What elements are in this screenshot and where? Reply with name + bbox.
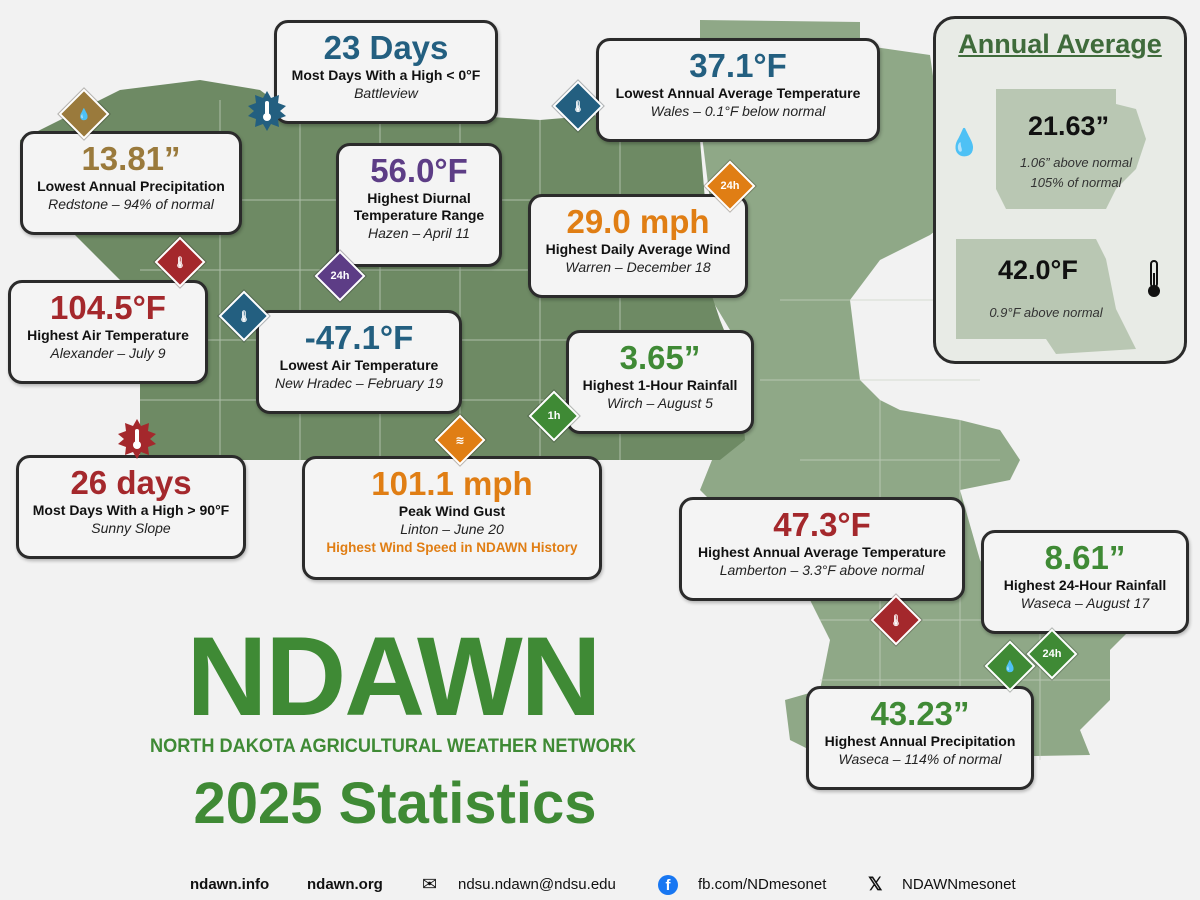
lowest-annual-avg-station: Wales – 0.1°F below normal — [650, 103, 826, 119]
card-daily-wind: 29.0 mph Highest Daily Average Wind Warr… — [528, 194, 748, 298]
lowest-air-station: New Hradec – February 19 — [274, 375, 444, 391]
diurnal-range-station: Hazen – April 11 — [368, 225, 470, 241]
ndawn-wordmark: NDAWN — [186, 620, 599, 739]
facebook-icon: f — [658, 875, 678, 895]
lowest-air-value: -47.1°F — [304, 319, 414, 356]
rain-24h-value: 8.61” — [1044, 539, 1126, 576]
diurnal-range-value: 56.0°F — [370, 152, 468, 189]
diurnal-range-label-2: Temperature Range — [353, 207, 485, 223]
card-days-above-90: 26 days Most Days With a High > 90°F Sun… — [16, 455, 246, 559]
card-lowest-air: -47.1°F Lowest Air Temperature New Hrade… — [256, 310, 462, 414]
card-highest-precip: 43.23” Highest Annual Precipitation Wase… — [806, 686, 1034, 790]
annual-temp-above: 0.9°F above normal — [989, 305, 1103, 320]
highest-air-station: Alexander – July 9 — [50, 345, 166, 361]
highest-precip-value: 43.23” — [870, 695, 970, 732]
mail-icon: ✉ — [422, 874, 438, 894]
lowest-precip-station: Redstone – 94% of normal — [48, 196, 214, 212]
card-diurnal-range: 56.0°F Highest Diurnal Temperature Range… — [336, 143, 502, 267]
daily-wind-value: 29.0 mph — [566, 203, 710, 240]
diurnal-range-label-1: Highest Diurnal — [367, 190, 471, 206]
lowest-air-label: Lowest Air Temperature — [279, 357, 439, 373]
highest-annual-avg-station: Lamberton – 3.3°F above normal — [719, 562, 925, 578]
card-rain-24h: 8.61” Highest 24-Hour Rainfall Waseca – … — [981, 530, 1189, 634]
card-hour-rain: 3.65” Highest 1-Hour Rainfall Wirch – Au… — [566, 330, 754, 434]
highest-precip-label: Highest Annual Precipitation — [824, 733, 1016, 749]
annual-precip-above: 1.06” above normal — [1019, 155, 1132, 170]
footer-facebook[interactable]: fb.com/NDmesonet — [698, 876, 827, 893]
footer-x[interactable]: NDAWNmesonet — [902, 876, 1016, 893]
annual-precip-percent: 105% of normal — [1030, 175, 1122, 190]
cold-thermometer-icon — [246, 90, 288, 132]
highest-air-label: Highest Air Temperature — [27, 327, 189, 343]
hot-days-thermometer-icon — [116, 418, 158, 460]
rain-24h-label: Highest 24-Hour Rainfall — [1003, 577, 1167, 593]
footer-site-org[interactable]: ndawn.org — [307, 876, 383, 893]
card-peak-gust: 101.1 mph Peak Wind Gust Linton – June 2… — [302, 456, 602, 580]
lowest-annual-avg-value: 37.1°F — [689, 47, 787, 84]
stats-title: 2025 Statistics — [193, 771, 597, 836]
card-lowest-annual-avg: 37.1°F Lowest Annual Average Temperature… — [596, 38, 880, 142]
rain-24h-station: Waseca – August 17 — [1020, 595, 1150, 611]
days-below-zero-station: Battleview — [354, 85, 418, 101]
annual-thermometer-icon — [1144, 259, 1164, 304]
annual-temp-value: 42.0°F — [998, 255, 1078, 285]
x-icon: 𝕏 — [868, 874, 883, 894]
days-below-zero-label: Most Days With a High < 0°F — [291, 67, 481, 83]
lowest-annual-avg-label: Lowest Annual Average Temperature — [615, 85, 861, 101]
annual-title: Annual Average — [958, 29, 1162, 59]
days-above-90-label: Most Days With a High > 90°F — [32, 502, 230, 518]
highest-annual-avg-label: Highest Annual Average Temperature — [698, 544, 946, 560]
peak-gust-station: Linton – June 20 — [400, 521, 504, 537]
peak-gust-label: Peak Wind Gust — [398, 503, 506, 519]
lowest-precip-value: 13.81” — [81, 140, 181, 177]
footer-site-info[interactable]: ndawn.info — [190, 876, 270, 893]
hour-rain-value: 3.65” — [619, 339, 701, 376]
hour-rain-label: Highest 1-Hour Rainfall — [582, 377, 738, 393]
peak-gust-value: 101.1 mph — [371, 465, 533, 502]
card-highest-air: 104.5°F Highest Air Temperature Alexande… — [8, 280, 208, 384]
card-days-below-zero: 23 Days Most Days With a High < 0°F Batt… — [274, 20, 498, 124]
highest-annual-avg-value: 47.3°F — [773, 506, 871, 543]
peak-gust-note: Highest Wind Speed in NDAWN History — [326, 540, 578, 555]
hour-rain-station: Wirch – August 5 — [607, 395, 713, 411]
daily-wind-label: Highest Daily Average Wind — [545, 241, 731, 257]
daily-wind-station: Warren – December 18 — [565, 259, 711, 275]
footer: ndawn.info ndawn.org ✉ ndsu.ndawn@ndsu.e… — [0, 868, 1200, 900]
annual-precip-value: 21.63” — [1028, 111, 1110, 141]
days-above-90-station: Sunny Slope — [91, 520, 171, 536]
annual-average-panel: Annual Average 💧 21.63” 1.06” above norm… — [933, 16, 1187, 364]
footer-email[interactable]: ndsu.ndawn@ndsu.edu — [458, 876, 616, 893]
highest-air-value: 104.5°F — [50, 289, 166, 326]
ndawn-logo: NDAWN NORTH DAKOTA AGRICULTURAL WEATHER … — [150, 620, 636, 757]
card-highest-annual-avg: 47.3°F Highest Annual Average Temperatur… — [679, 497, 965, 601]
card-lowest-precip: 13.81” Lowest Annual Precipitation Redst… — [20, 131, 242, 235]
days-below-zero-value: 23 Days — [323, 29, 449, 66]
annual-mini-maps — [956, 89, 1146, 354]
lowest-precip-label: Lowest Annual Precipitation — [37, 178, 225, 194]
droplets-icon: 💧 — [948, 127, 981, 157]
ndawn-subtitle: NORTH DAKOTA AGRICULTURAL WEATHER NETWOR… — [150, 735, 636, 757]
highest-precip-station: Waseca – 114% of normal — [838, 751, 1002, 767]
days-above-90-value: 26 days — [70, 464, 192, 501]
